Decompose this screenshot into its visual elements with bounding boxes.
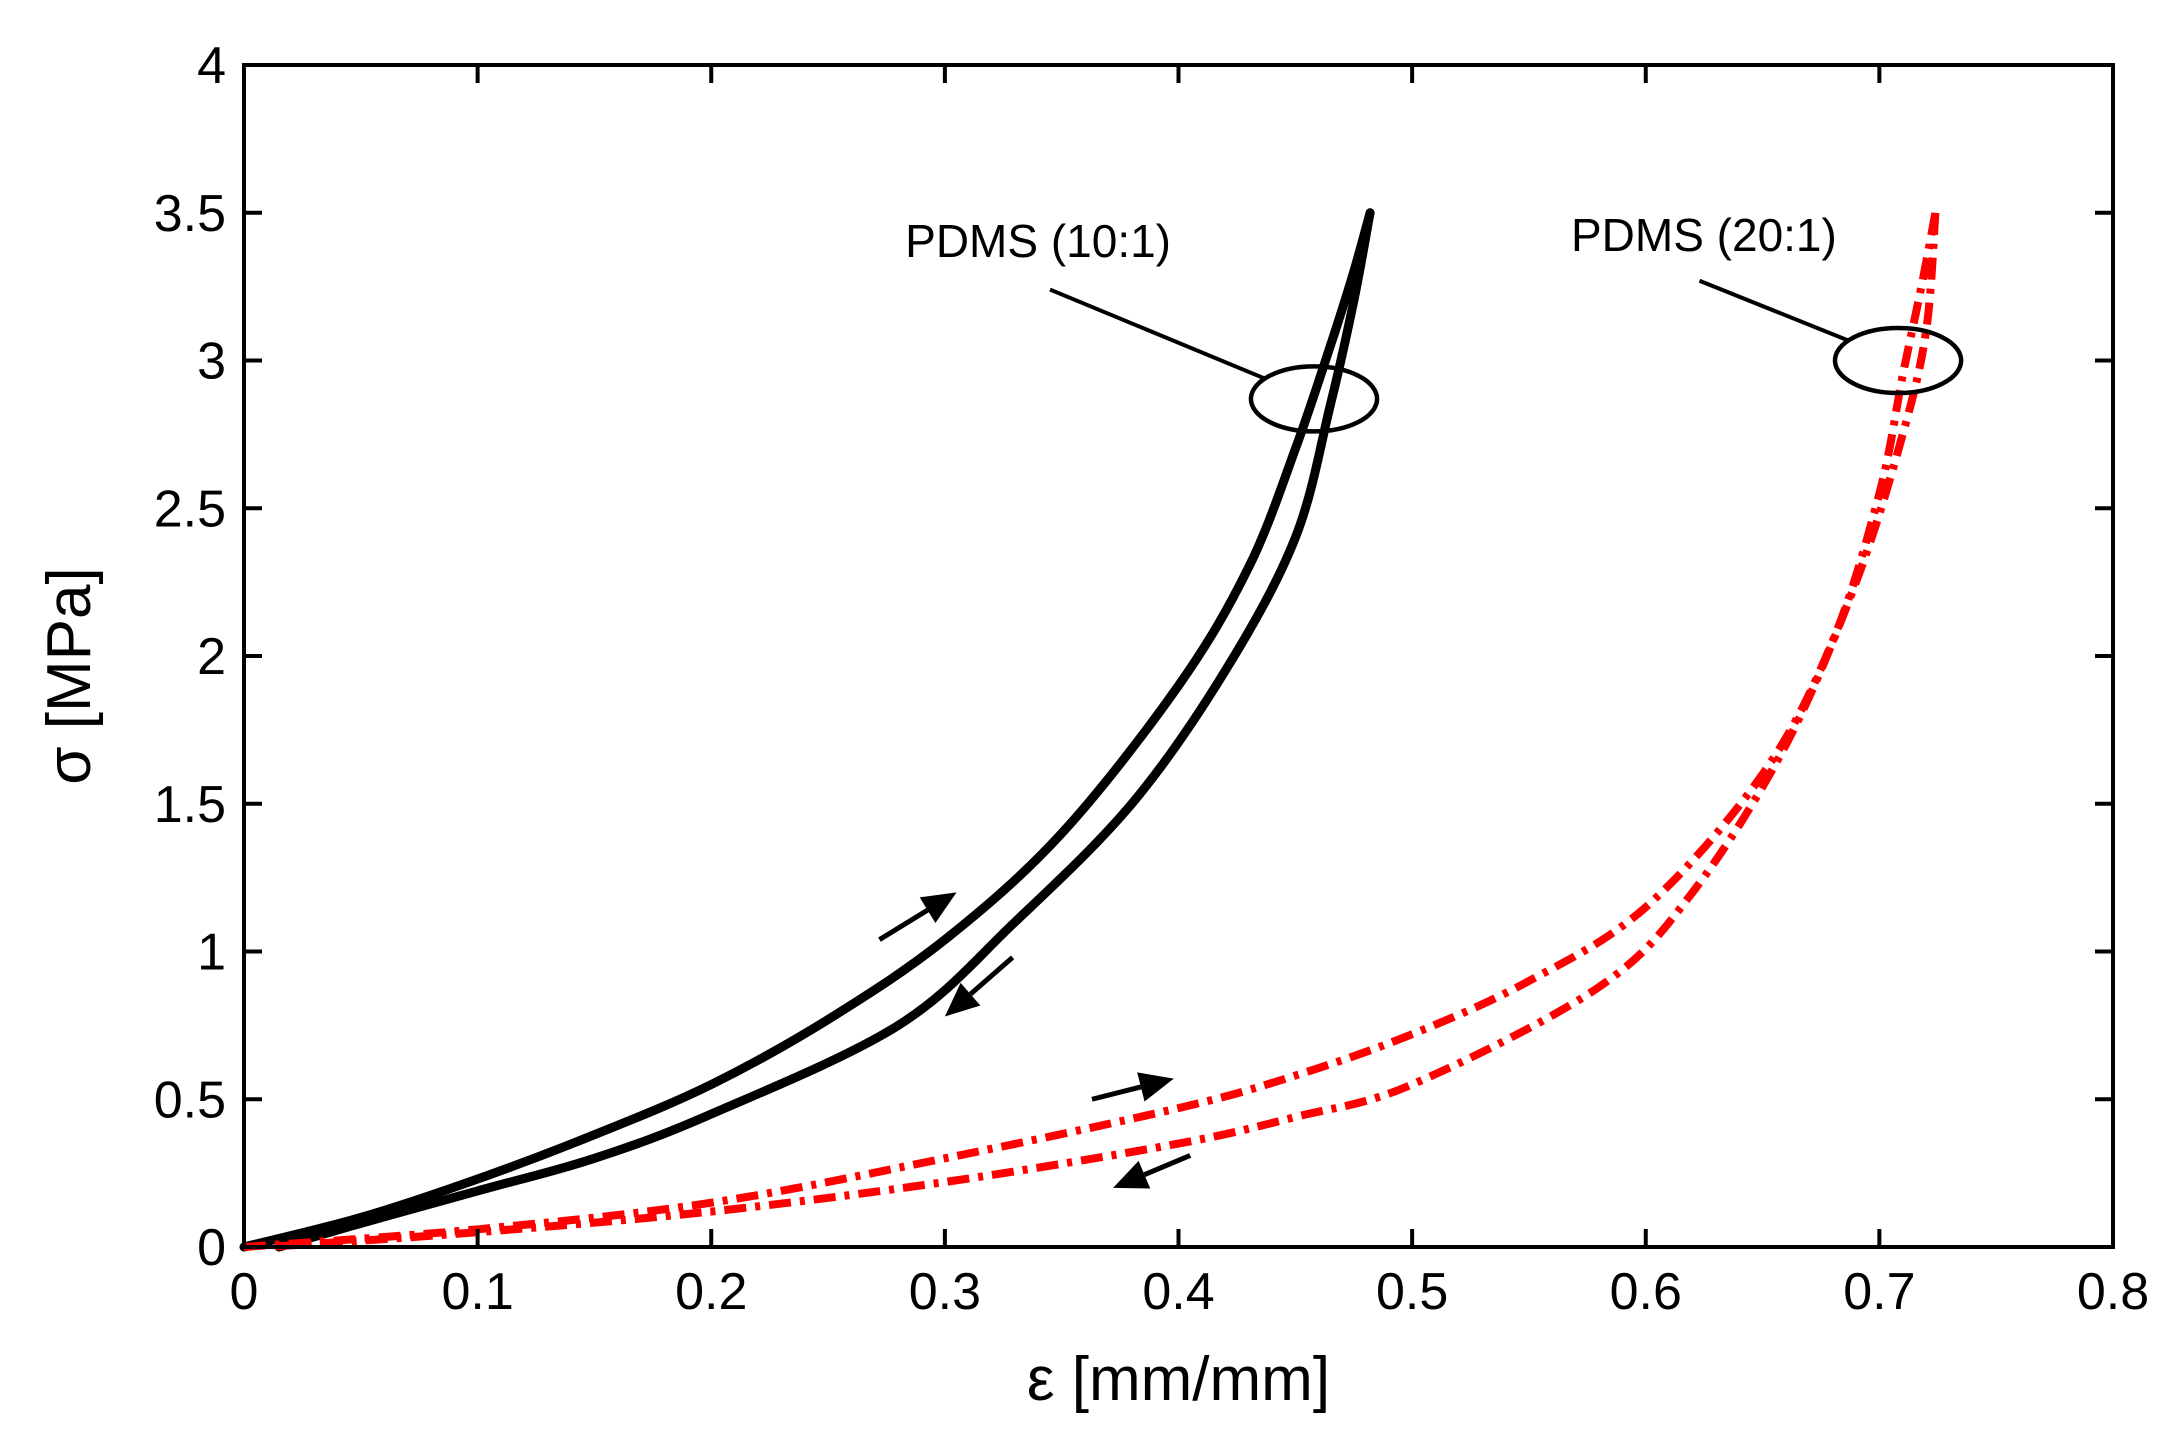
y-tick-label: 2 (197, 628, 226, 686)
direction-arrow-loading (1091, 1072, 1174, 1102)
y-tick-label: 3 (197, 333, 226, 391)
y-tick-label: 0 (197, 1219, 226, 1277)
series-layer (239, 208, 1940, 1252)
x-tick-label: 0.3 (909, 1263, 981, 1321)
arrow-shaft (1143, 1153, 1192, 1177)
annotation-label: PDMS (20:1) (1571, 209, 1837, 261)
arrow-shaft (968, 955, 1015, 997)
y-tick-label: 3.5 (154, 185, 226, 243)
y-tick-label: 0.5 (154, 1071, 226, 1129)
annotation-layer: PDMS (10:1) PDMS (20:1) (878, 209, 1964, 1189)
annotation-label: PDMS (10:1) (905, 215, 1171, 267)
x-tick-label: 0.2 (675, 1263, 747, 1321)
series-line-1 (239, 208, 1375, 1252)
arrow-head (1113, 1160, 1151, 1189)
x-tick-label: 0.4 (1142, 1263, 1214, 1321)
x-tick-label: 0.6 (1610, 1263, 1682, 1321)
direction-arrow-unloading (1113, 1153, 1192, 1189)
x-tick-label: 0.5 (1376, 1263, 1448, 1321)
direction-arrow-unloading (944, 955, 1015, 1017)
arrow-shaft (1091, 1084, 1142, 1102)
arrow-head (919, 892, 957, 923)
x-tick-label: 0 (230, 1263, 259, 1321)
y-tick-label: 2.5 (154, 480, 226, 538)
x-tick-label: 0.8 (2077, 1263, 2149, 1321)
y-tick-label: 1 (197, 924, 226, 982)
arrow-head (1137, 1072, 1174, 1102)
annotation-ellipse (1248, 364, 1380, 434)
y-tick-label: 1.5 (154, 776, 226, 834)
annotation-leader-line (1049, 287, 1266, 381)
tick-label-layer: 0 0.1 0.2 0.3 0.4 0.5 0.6 0.7 0.8 0 0.5 1 1.5 2 2.5 3 3.… (154, 37, 2149, 1321)
x-axis-label: ε [mm/mm] (1027, 1345, 1330, 1414)
annotation-leader-line (1698, 278, 1850, 343)
annotation-ellipse (1832, 325, 1964, 396)
x-tick-label: 0.1 (441, 1263, 513, 1321)
tick-layer (242, 63, 2115, 1249)
y-axis-label: σ [MPa] (35, 567, 104, 784)
arrow-shaft (878, 908, 929, 942)
series-line-3 (243, 212, 1940, 1251)
y-tick-label: 4 (197, 37, 226, 95)
x-tick-label: 0.7 (1843, 1263, 1915, 1321)
arrow-head (944, 982, 981, 1017)
series-line-4 (267, 212, 1940, 1251)
direction-arrow-loading (878, 892, 957, 942)
series-line-2 (274, 208, 1375, 1252)
